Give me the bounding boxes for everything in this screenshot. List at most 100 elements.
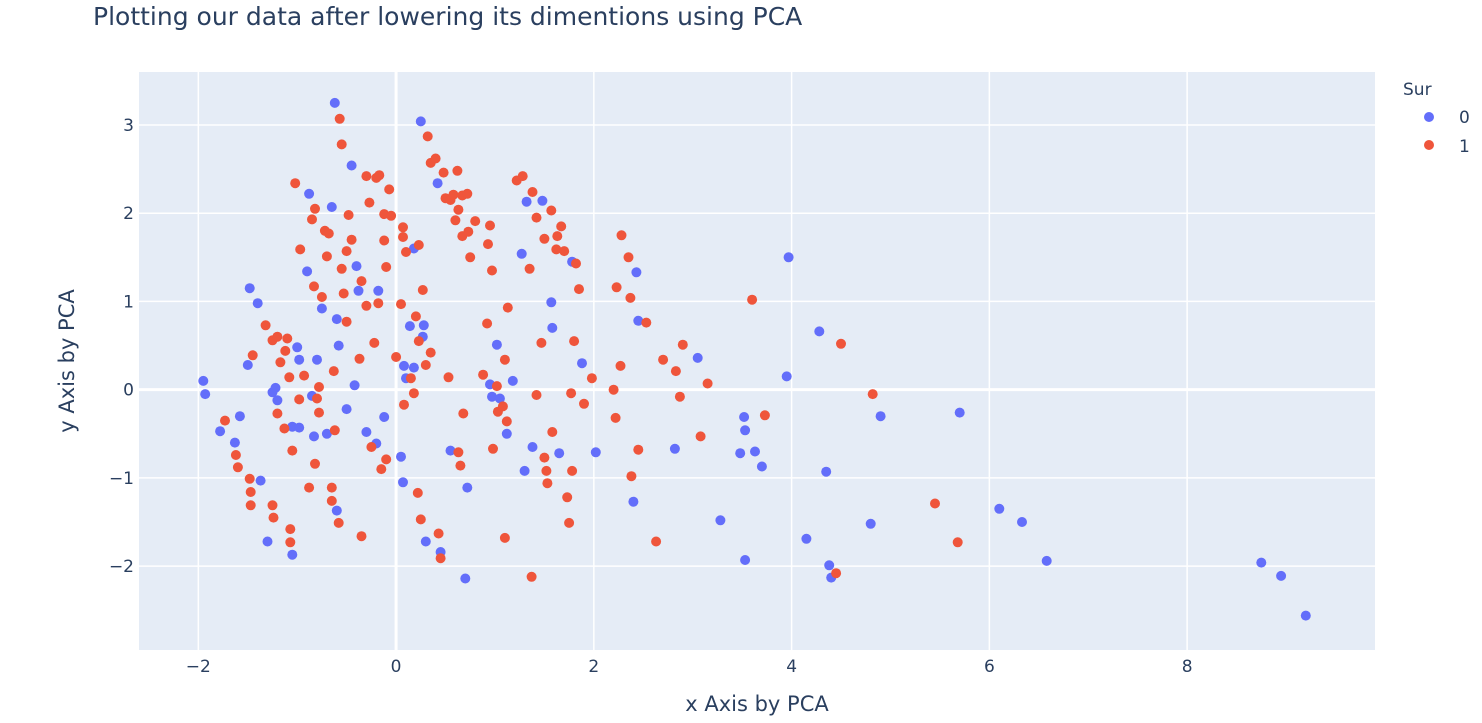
data-point-series-0[interactable] <box>292 342 303 353</box>
data-point-series-1[interactable] <box>247 350 258 361</box>
data-point-series-1[interactable] <box>373 298 384 309</box>
data-point-series-1[interactable] <box>364 197 375 208</box>
data-point-series-1[interactable] <box>290 178 301 189</box>
data-point-series-1[interactable] <box>245 487 256 497</box>
data-point-series-1[interactable] <box>625 292 636 303</box>
data-point-series-0[interactable] <box>633 315 644 326</box>
data-point-series-1[interactable] <box>417 285 428 295</box>
data-point-series-1[interactable] <box>379 235 390 246</box>
data-point-series-0[interactable] <box>824 560 835 571</box>
data-point-series-1[interactable] <box>470 216 481 227</box>
data-point-series-1[interactable] <box>412 487 423 498</box>
data-point-series-1[interactable] <box>245 500 256 511</box>
data-point-series-0[interactable] <box>415 116 426 127</box>
data-point-series-1[interactable] <box>312 393 322 404</box>
data-point-series-1[interactable] <box>366 442 377 452</box>
data-point-series-1[interactable] <box>422 131 433 142</box>
data-point-series-1[interactable] <box>309 281 319 292</box>
data-point-series-1[interactable] <box>413 336 424 347</box>
data-point-series-0[interactable] <box>361 427 372 437</box>
data-point-series-1[interactable] <box>230 450 241 460</box>
data-point-series-0[interactable] <box>527 442 538 452</box>
data-point-series-0[interactable] <box>577 358 587 369</box>
data-point-series-0[interactable] <box>200 389 211 400</box>
data-point-series-1[interactable] <box>867 389 878 400</box>
data-point-series-1[interactable] <box>361 171 372 182</box>
data-point-series-1[interactable] <box>369 337 380 348</box>
data-point-series-0[interactable] <box>215 426 226 437</box>
data-point-series-1[interactable] <box>571 258 581 269</box>
data-point-series-1[interactable] <box>361 300 372 311</box>
legend-item-0[interactable]: 0 <box>1424 108 1470 128</box>
data-point-series-0[interactable] <box>462 482 473 493</box>
data-point-series-0[interactable] <box>432 178 443 189</box>
data-point-series-1[interactable] <box>316 292 327 302</box>
data-point-series-0[interactable] <box>740 555 751 565</box>
data-point-series-1[interactable] <box>488 443 498 454</box>
data-point-series-1[interactable] <box>279 423 290 434</box>
data-point-series-1[interactable] <box>329 425 340 436</box>
data-point-series-0[interactable] <box>234 411 245 422</box>
data-point-series-0[interactable] <box>865 518 876 529</box>
data-point-series-0[interactable] <box>954 407 965 418</box>
data-point-series-1[interactable] <box>408 388 419 399</box>
data-point-series-1[interactable] <box>285 537 296 548</box>
data-point-series-1[interactable] <box>952 537 963 548</box>
data-point-series-0[interactable] <box>321 428 332 439</box>
data-point-series-1[interactable] <box>398 232 408 242</box>
data-point-series-1[interactable] <box>220 415 230 426</box>
data-point-series-1[interactable] <box>531 390 542 400</box>
data-point-series-0[interactable] <box>756 461 767 472</box>
data-point-series-1[interactable] <box>272 331 283 342</box>
data-point-series-1[interactable] <box>284 372 295 383</box>
data-point-series-1[interactable] <box>674 391 685 402</box>
data-point-series-0[interactable] <box>294 422 305 433</box>
data-point-series-0[interactable] <box>1041 555 1052 566</box>
data-point-series-1[interactable] <box>415 514 426 525</box>
data-point-series-1[interactable] <box>336 263 347 274</box>
data-point-series-0[interactable] <box>1276 570 1287 581</box>
data-point-series-1[interactable] <box>836 338 846 349</box>
data-point-series-1[interactable] <box>623 252 634 263</box>
data-point-series-1[interactable] <box>346 234 357 245</box>
data-point-series-1[interactable] <box>448 189 459 200</box>
data-point-series-1[interactable] <box>401 247 411 257</box>
data-point-series-0[interactable] <box>801 533 812 544</box>
data-point-series-1[interactable] <box>381 454 392 465</box>
data-point-series-1[interactable] <box>280 345 291 356</box>
data-point-series-0[interactable] <box>875 411 886 422</box>
data-point-series-0[interactable] <box>341 404 352 415</box>
data-point-series-0[interactable] <box>287 549 298 560</box>
data-point-series-1[interactable] <box>485 220 495 231</box>
data-point-series-1[interactable] <box>430 153 441 164</box>
data-point-series-1[interactable] <box>491 381 502 392</box>
data-point-series-0[interactable] <box>519 465 530 476</box>
data-point-series-0[interactable] <box>272 395 283 406</box>
data-point-series-0[interactable] <box>316 303 327 314</box>
data-point-series-0[interactable] <box>326 202 337 212</box>
data-point-series-0[interactable] <box>404 321 415 332</box>
data-point-series-0[interactable] <box>460 573 471 584</box>
data-point-series-1[interactable] <box>333 517 344 528</box>
data-point-series-1[interactable] <box>658 354 669 365</box>
data-point-series-0[interactable] <box>537 195 548 206</box>
data-point-series-0[interactable] <box>349 380 360 391</box>
data-point-series-0[interactable] <box>304 188 315 199</box>
data-point-series-0[interactable] <box>1256 557 1267 568</box>
data-point-series-0[interactable] <box>521 196 532 207</box>
data-point-series-0[interactable] <box>669 443 680 454</box>
data-point-series-1[interactable] <box>541 465 552 476</box>
data-point-series-0[interactable] <box>333 340 344 351</box>
data-point-series-1[interactable] <box>272 408 283 419</box>
data-point-series-1[interactable] <box>310 203 320 214</box>
data-point-series-0[interactable] <box>554 448 565 459</box>
data-point-series-1[interactable] <box>524 263 535 274</box>
data-point-series-1[interactable] <box>616 230 627 241</box>
data-point-series-0[interactable] <box>821 466 832 477</box>
data-point-series-0[interactable] <box>491 339 502 350</box>
data-point-series-0[interactable] <box>302 266 313 277</box>
data-point-series-1[interactable] <box>536 337 547 348</box>
data-point-series-1[interactable] <box>574 284 584 295</box>
data-point-series-1[interactable] <box>567 465 578 476</box>
data-point-series-1[interactable] <box>539 452 550 463</box>
